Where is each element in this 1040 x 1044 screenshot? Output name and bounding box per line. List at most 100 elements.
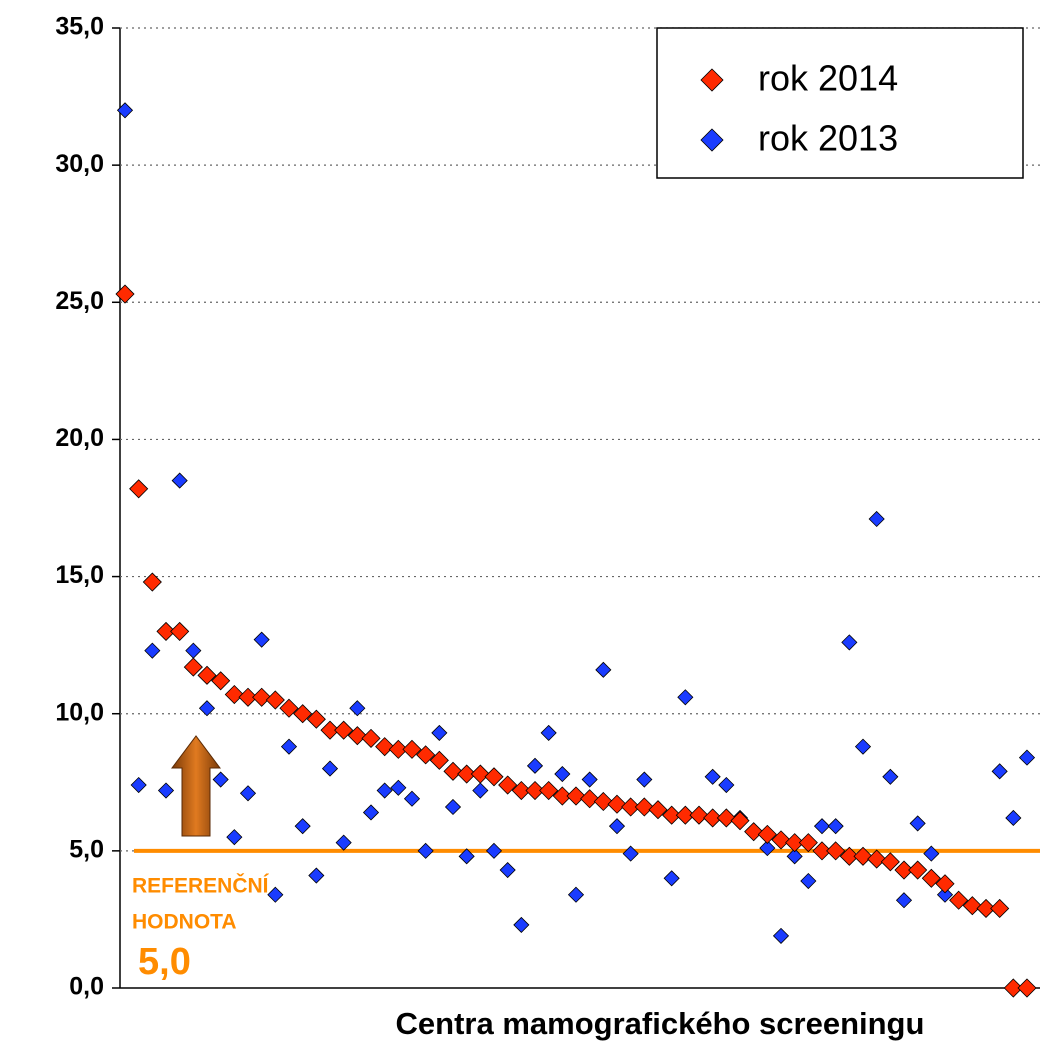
x-axis-title: Centra mamografického screeningu <box>396 1006 925 1041</box>
data-point <box>622 845 639 862</box>
data-point <box>253 631 270 648</box>
data-point <box>1017 978 1037 998</box>
y-tick-label: 35,0 <box>55 13 104 41</box>
data-point <box>718 776 735 794</box>
data-point <box>539 780 559 801</box>
data-point <box>595 661 612 678</box>
data-point <box>417 842 434 859</box>
data-point <box>689 805 709 825</box>
data-point <box>935 874 955 894</box>
data-point <box>868 510 885 528</box>
data-point <box>936 886 954 903</box>
data-point <box>361 728 381 748</box>
data-point <box>839 846 859 866</box>
data-point <box>540 724 557 741</box>
data-point <box>908 860 928 880</box>
data-point <box>429 750 449 770</box>
data-point <box>566 786 586 806</box>
data-point <box>226 829 243 846</box>
data-point <box>882 768 899 785</box>
data-point <box>976 898 996 919</box>
data-point <box>280 738 298 755</box>
data-point <box>607 794 627 814</box>
data-point <box>239 785 257 802</box>
data-point <box>252 687 272 707</box>
data-point <box>320 720 340 740</box>
data-point <box>293 704 313 724</box>
y-tick-label: 15,0 <box>55 561 104 589</box>
data-point <box>634 797 654 817</box>
data-point <box>854 738 872 755</box>
legend-marker <box>700 128 724 152</box>
data-point <box>375 737 395 757</box>
data-point <box>472 782 489 799</box>
data-point <box>771 830 791 850</box>
data-point <box>388 739 408 759</box>
data-point <box>567 886 585 903</box>
y-tick-label: 10,0 <box>55 698 104 726</box>
data-point <box>238 687 258 707</box>
data-point <box>1005 809 1022 827</box>
data-point <box>798 833 818 853</box>
data-point <box>403 790 421 807</box>
data-point <box>362 804 380 821</box>
data-point <box>416 745 436 765</box>
data-point <box>142 572 162 592</box>
data-point <box>347 726 367 746</box>
y-tick-label: 5,0 <box>69 835 104 863</box>
data-point <box>335 834 352 851</box>
y-tick-label: 20,0 <box>55 424 104 452</box>
data-point <box>458 848 475 865</box>
data-point <box>1018 749 1036 766</box>
data-point <box>648 800 668 820</box>
data-point <box>376 782 393 799</box>
data-point <box>581 771 598 788</box>
data-point <box>880 852 900 872</box>
y-tick-label: 30,0 <box>55 150 104 178</box>
data-point <box>457 764 477 784</box>
data-point <box>744 822 764 842</box>
data-point <box>349 700 366 717</box>
data-point <box>894 860 914 880</box>
data-point <box>949 890 969 910</box>
data-point <box>513 916 530 933</box>
data-point <box>675 805 695 825</box>
data-point <box>909 815 926 832</box>
data-point <box>129 479 149 499</box>
data-point <box>772 927 790 944</box>
data-point <box>499 861 516 879</box>
data-point <box>157 782 175 799</box>
data-point <box>662 805 682 825</box>
data-point <box>841 634 858 651</box>
legend-box <box>656 27 1024 179</box>
data-point <box>812 841 832 861</box>
data-point <box>580 789 600 809</box>
data-point <box>895 892 913 909</box>
data-point <box>279 698 299 718</box>
data-point <box>116 102 134 119</box>
data-point <box>212 771 229 788</box>
data-point <box>171 472 188 489</box>
data-point <box>130 776 147 794</box>
data-point <box>663 870 680 887</box>
data-point <box>265 690 285 710</box>
data-point <box>990 898 1010 919</box>
data-point <box>431 724 448 741</box>
data-point <box>390 779 407 796</box>
data-point <box>197 665 217 685</box>
data-point <box>526 757 544 774</box>
data-point <box>1003 978 1023 998</box>
data-point <box>923 845 940 862</box>
data-point <box>321 760 339 777</box>
data-point <box>593 791 613 812</box>
data-point <box>198 700 216 717</box>
data-point <box>443 761 463 781</box>
data-point <box>211 671 231 691</box>
data-point <box>511 780 531 801</box>
data-point <box>703 808 723 828</box>
data-point <box>484 767 504 787</box>
legend-label: rok 2014 <box>758 58 898 99</box>
data-point <box>813 818 831 835</box>
